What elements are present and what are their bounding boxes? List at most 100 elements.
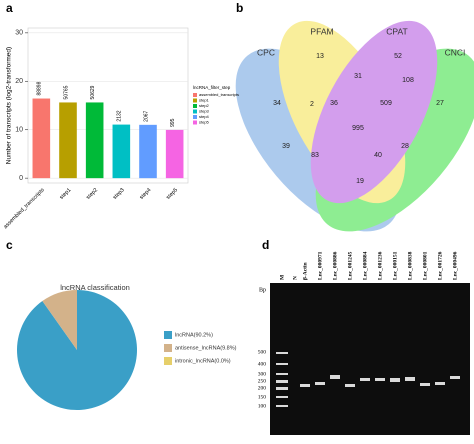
bar [112, 124, 131, 179]
bar-count-label: 2067 [143, 110, 149, 121]
bar [139, 124, 157, 179]
band [360, 378, 370, 381]
band [330, 375, 340, 379]
legend-label: step5 [199, 120, 210, 125]
venn-count: 2 [310, 101, 314, 108]
lane-label: Lnc_001726 [437, 251, 443, 280]
venn-count: 34 [273, 100, 281, 107]
venn-count: 995 [352, 125, 364, 132]
venn-set-label: CNCI [445, 47, 466, 57]
panel-label: c [6, 238, 13, 252]
size-marker: 400 [258, 361, 267, 367]
band [276, 396, 288, 398]
lane-label: N [292, 276, 298, 280]
bar [165, 129, 184, 179]
lane-label: Lnc_000496 [452, 251, 458, 280]
gel-image [270, 283, 470, 435]
lane-label: Lnc_000801 [422, 251, 428, 280]
bar [85, 102, 104, 179]
venn-count: 31 [354, 73, 362, 80]
venn-set-label: PFAM [310, 26, 333, 36]
bar-count-label: 995 [170, 118, 176, 127]
bar [32, 98, 51, 179]
venn-count: 108 [402, 77, 414, 84]
legend-swatch [193, 109, 197, 114]
venn-set-label: CPC [257, 47, 275, 57]
gel-bands [276, 352, 460, 407]
legend-label: intronic_lncRNA(0.0%) [175, 358, 231, 364]
legend-label: step1 [199, 98, 210, 103]
venn-count: 27 [436, 100, 444, 107]
pie-slice [17, 290, 138, 411]
size-marker: 100 [258, 403, 267, 409]
legend-swatch [164, 331, 172, 339]
legend-label: step4 [199, 114, 210, 119]
venn-set [310, 20, 438, 204]
legend-label: lncRNA(90.2%) [175, 332, 213, 338]
band [435, 382, 445, 385]
panel-label: d [262, 238, 269, 252]
lane-label: Lnc_000838 [407, 251, 413, 280]
lane-label: Lnc_000971 [317, 251, 323, 280]
band [375, 378, 385, 381]
lane-label: M [279, 274, 285, 280]
legend-title: lncRNA_filter_step [193, 85, 231, 90]
venn-count: 52 [394, 53, 402, 60]
legend-label: step2 [199, 103, 210, 108]
gel-unit: Bp [259, 287, 266, 293]
band [405, 377, 415, 381]
legend-swatch [193, 93, 197, 97]
pie-slice [42, 290, 77, 350]
band [276, 363, 288, 365]
band [276, 352, 288, 354]
lane-label: Lnc_001236 [377, 251, 383, 280]
lane-label: Lnc_000884 [362, 251, 368, 280]
lane-label: Lnc_001245 [347, 251, 353, 280]
legend-swatch [164, 357, 172, 365]
panel-label: b [236, 1, 243, 15]
bar-count-label: 50629 [90, 85, 96, 99]
venn-set-label: CPAT [386, 26, 407, 36]
venn-count: 39 [282, 143, 290, 150]
y-tick-label: 20 [15, 78, 23, 85]
plot-area [27, 27, 189, 184]
legend-label: step3 [199, 109, 210, 114]
venn-count: 28 [401, 143, 409, 150]
venn-count: 509 [380, 100, 392, 107]
band [276, 405, 288, 407]
lane-label: Lnc_000151 [392, 251, 398, 280]
venn-count: 13 [316, 53, 324, 60]
size-marker: 300 [258, 371, 267, 377]
venn [235, 20, 474, 232]
band [276, 373, 288, 375]
size-marker: 250 [258, 378, 267, 384]
legend-swatch [164, 344, 172, 352]
band [390, 378, 400, 382]
legend-swatch [193, 120, 197, 125]
band [345, 384, 355, 387]
legend-label: assembled_transcripts [199, 92, 239, 97]
y-axis-title: Number of transcripts (log2-transformed) [6, 47, 13, 164]
venn-count: 83 [311, 152, 319, 159]
size-marker: 200 [258, 385, 267, 391]
lane-label: β-Actin [302, 262, 308, 280]
size-marker: 500 [258, 349, 267, 355]
band [315, 382, 325, 385]
y-tick-label: 0 [19, 175, 23, 182]
venn-count: 36 [330, 100, 338, 107]
band [420, 383, 430, 386]
band [300, 384, 310, 387]
bar-count-label: 50765 [63, 85, 69, 99]
legend-swatch [193, 104, 197, 108]
band [276, 380, 288, 383]
venn-count: 19 [356, 178, 364, 185]
y-tick-label: 10 [15, 127, 23, 134]
bar-count-label: 2132 [117, 110, 123, 121]
band [276, 387, 288, 390]
bar-count-label: 88898 [37, 81, 43, 95]
venn-count: 40 [374, 152, 382, 159]
size-marker: 150 [258, 394, 267, 400]
legend-swatch [193, 115, 197, 119]
